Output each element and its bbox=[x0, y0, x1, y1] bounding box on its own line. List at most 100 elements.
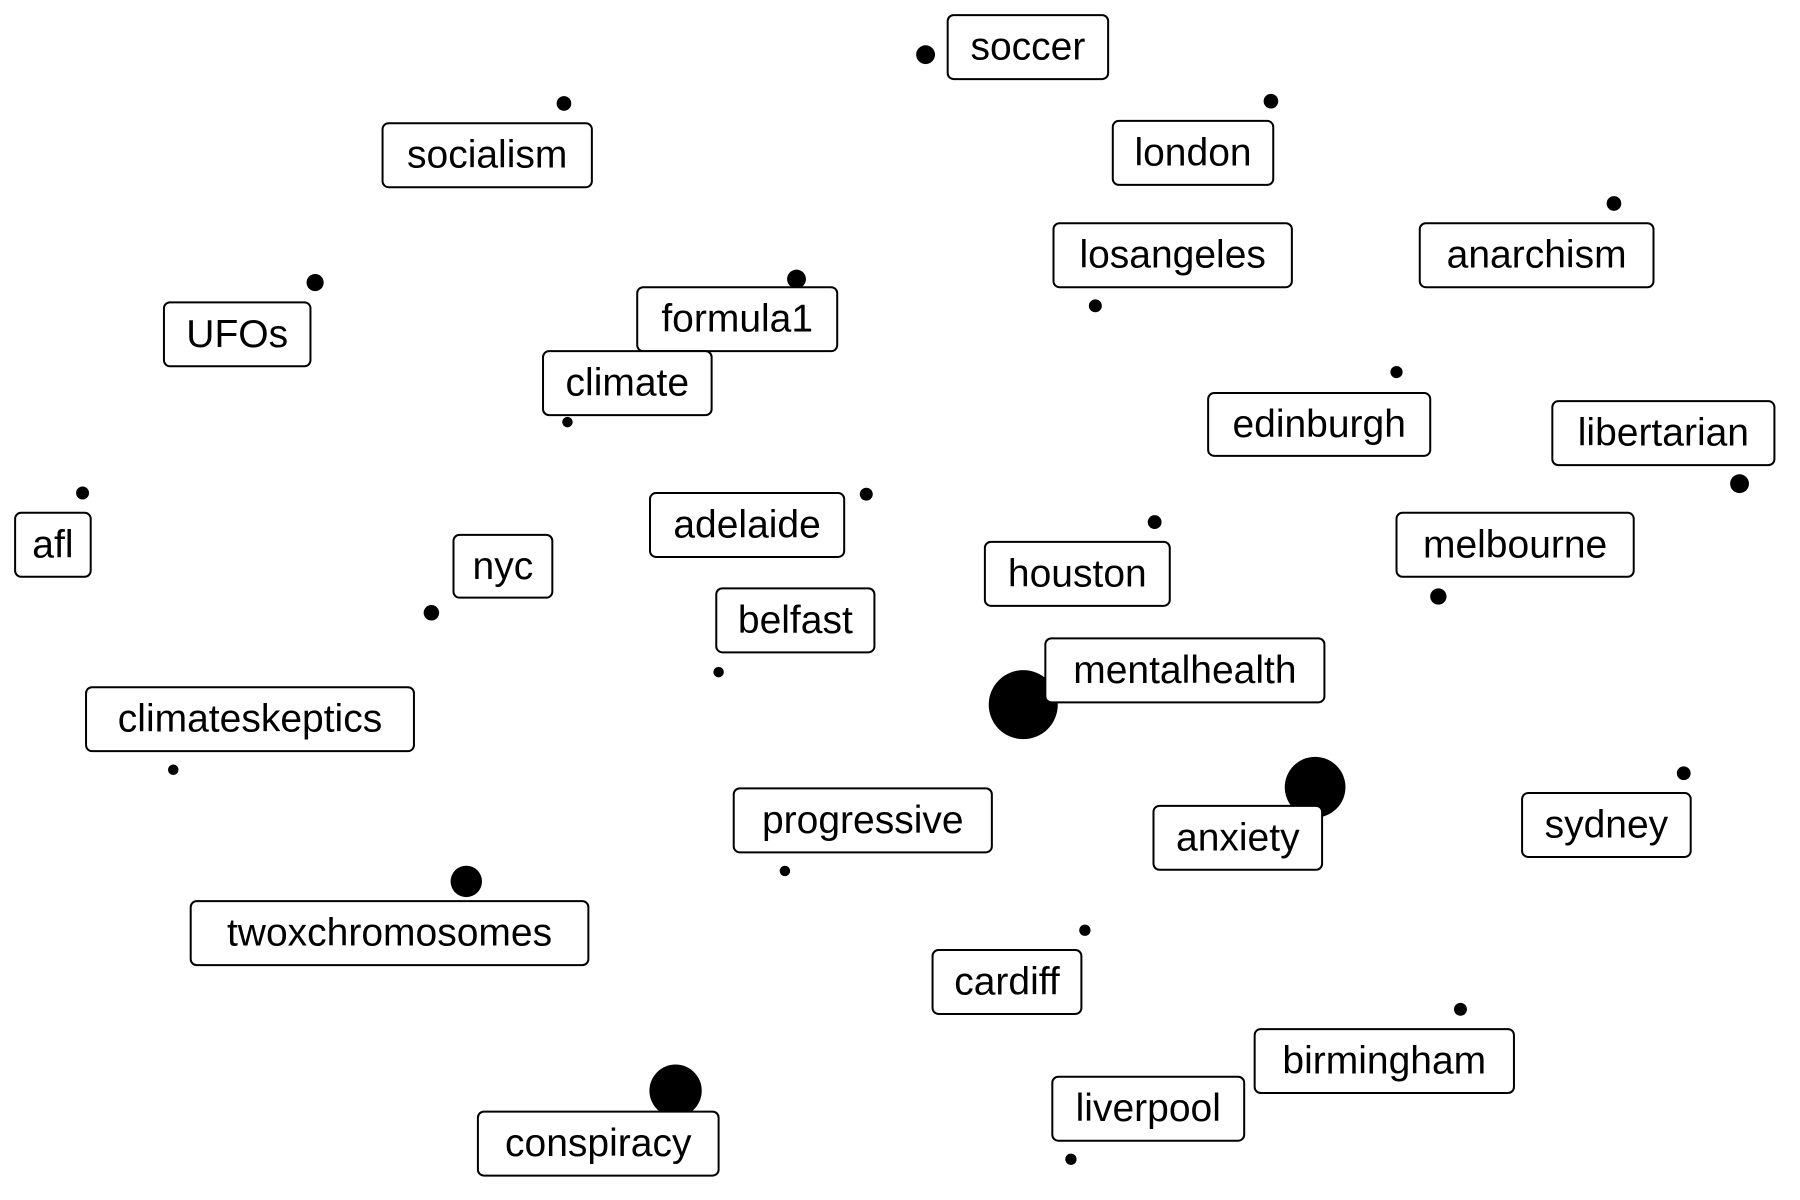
label-edinburgh: edinburgh bbox=[1207, 392, 1432, 457]
point-twoxchromosomes bbox=[450, 865, 482, 898]
point-formula1 bbox=[787, 269, 806, 289]
label-cardiff: cardiff bbox=[931, 949, 1083, 1015]
labels-layer: soccer socialism london anarchism UFOs formul… bbox=[14, 14, 1776, 1177]
label-box bbox=[1207, 392, 1432, 457]
label-box bbox=[162, 301, 312, 368]
label-text: melbourne bbox=[1423, 523, 1607, 566]
point-soccer bbox=[916, 45, 936, 65]
label-twoxchromosomes: twoxchromosomes bbox=[189, 900, 590, 967]
label-liverpool: liverpool bbox=[1051, 1075, 1246, 1142]
point-progressive bbox=[779, 865, 791, 877]
label-conspiracy: conspiracy bbox=[476, 1110, 720, 1177]
label-text: formula1 bbox=[661, 298, 813, 341]
label-box bbox=[542, 350, 713, 417]
point-losangeles bbox=[1088, 299, 1102, 313]
label-text: liverpool bbox=[1076, 1087, 1221, 1130]
label-box bbox=[476, 1110, 720, 1177]
label-box bbox=[1551, 400, 1776, 467]
label-text: soccer bbox=[970, 26, 1085, 69]
point-conspiracy bbox=[649, 1064, 702, 1117]
label-box bbox=[732, 787, 993, 854]
label-text: libertarian bbox=[1578, 412, 1749, 455]
label-london: london bbox=[1111, 119, 1275, 186]
label-climateskeptics: climateskeptics bbox=[85, 686, 415, 753]
label-box bbox=[983, 540, 1171, 607]
point-sydney bbox=[1676, 766, 1691, 781]
label-text: mentalhealth bbox=[1073, 649, 1296, 692]
label-text: houston bbox=[1008, 552, 1147, 595]
label-box bbox=[1052, 222, 1293, 289]
label-box bbox=[1111, 119, 1275, 186]
label-text: climate bbox=[566, 362, 690, 405]
point-liverpool bbox=[1065, 1153, 1077, 1165]
label-text: cardiff bbox=[954, 960, 1060, 1003]
point-socialism bbox=[556, 96, 572, 111]
point-nyc bbox=[423, 605, 440, 621]
label-belfast: belfast bbox=[715, 587, 876, 654]
label-box bbox=[452, 533, 554, 599]
point-climateskeptics bbox=[168, 764, 179, 775]
label-soccer: soccer bbox=[946, 14, 1110, 81]
label-houston: houston bbox=[983, 540, 1171, 607]
label-sydney: sydney bbox=[1521, 792, 1692, 858]
label-box bbox=[14, 511, 92, 578]
label-birmingham: birmingham bbox=[1253, 1028, 1515, 1095]
point-climate bbox=[562, 416, 573, 428]
label-text: climateskeptics bbox=[118, 698, 382, 741]
point-london bbox=[1263, 93, 1279, 109]
label-text: afl bbox=[32, 523, 73, 566]
label-text: twoxchromosomes bbox=[227, 912, 552, 955]
label-libertarian: libertarian bbox=[1551, 400, 1776, 467]
point-houston bbox=[1147, 515, 1162, 529]
label-melbourne: melbourne bbox=[1395, 511, 1635, 578]
label-ufos: UFOs bbox=[162, 301, 312, 368]
label-nyc: nyc bbox=[452, 533, 554, 599]
label-text: birmingham bbox=[1282, 1040, 1486, 1083]
label-text: progressive bbox=[762, 799, 964, 842]
point-melbourne bbox=[1430, 588, 1447, 605]
label-text: adelaide bbox=[673, 504, 820, 547]
label-text: belfast bbox=[738, 599, 853, 642]
label-anxiety: anxiety bbox=[1152, 804, 1324, 871]
point-anarchism bbox=[1606, 196, 1622, 211]
label-box bbox=[1044, 637, 1326, 704]
label-box bbox=[1253, 1028, 1515, 1095]
label-box bbox=[649, 492, 846, 558]
label-progressive: progressive bbox=[732, 787, 993, 854]
point-adelaide bbox=[859, 487, 873, 501]
point-edinburgh bbox=[1390, 366, 1403, 379]
label-adelaide: adelaide bbox=[649, 492, 846, 558]
label-box bbox=[381, 122, 593, 189]
label-losangeles: losangeles bbox=[1052, 222, 1293, 289]
label-text: socialism bbox=[407, 134, 567, 177]
label-box bbox=[1395, 511, 1635, 578]
label-afl: afl bbox=[14, 511, 92, 578]
point-afl bbox=[76, 486, 90, 500]
point-anxiety bbox=[1284, 756, 1346, 818]
label-text: sydney bbox=[1545, 804, 1669, 847]
point-ufos bbox=[306, 273, 324, 292]
point-cardiff bbox=[1079, 924, 1091, 936]
point-libertarian bbox=[1730, 474, 1749, 494]
label-text: nyc bbox=[473, 545, 534, 588]
label-box bbox=[85, 686, 415, 753]
label-text: losangeles bbox=[1079, 234, 1265, 277]
label-box bbox=[715, 587, 876, 654]
points-layer bbox=[76, 45, 1749, 1165]
point-belfast bbox=[713, 666, 724, 678]
label-formula1: formula1 bbox=[636, 286, 839, 353]
label-box bbox=[1152, 804, 1324, 871]
label-text: anarchism bbox=[1447, 234, 1627, 277]
label-text: UFOs bbox=[186, 313, 288, 356]
label-box bbox=[636, 286, 839, 353]
label-box bbox=[189, 900, 590, 967]
label-box bbox=[931, 949, 1083, 1015]
label-socialism: socialism bbox=[381, 122, 593, 189]
label-box bbox=[1418, 222, 1655, 289]
label-text: london bbox=[1134, 131, 1251, 174]
label-text: edinburgh bbox=[1232, 403, 1405, 446]
label-mentalhealth: mentalhealth bbox=[1044, 637, 1326, 704]
label-anarchism: anarchism bbox=[1418, 222, 1655, 289]
label-box bbox=[946, 14, 1110, 81]
